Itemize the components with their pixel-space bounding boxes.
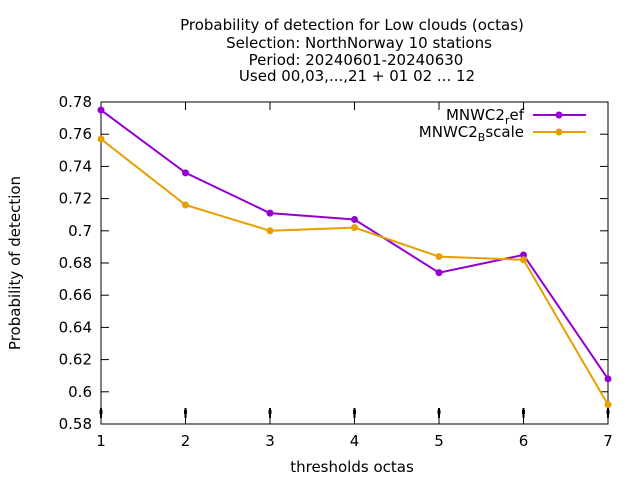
x-axis: 1 2 3 4 5 6 7: [96, 102, 613, 450]
x-tick-label: 6: [519, 432, 529, 450]
data-point: [435, 253, 443, 261]
data-point: [351, 224, 358, 232]
plot-frame: [100, 101, 609, 425]
data-point: [520, 251, 527, 259]
y-axis-label: Probability of detection: [6, 176, 24, 350]
x-axis-label: thresholds octas: [290, 458, 414, 476]
y-tick-label: 0.78: [59, 93, 92, 111]
y-tick-label: 0.62: [59, 351, 92, 369]
y-tick-label: 0.76: [59, 125, 92, 143]
y-tick-label: 0.6: [68, 383, 92, 401]
data-point: [266, 227, 274, 235]
data-point: [351, 216, 358, 224]
y-tick-label: 0.64: [59, 318, 92, 336]
data-point: [182, 201, 189, 209]
x-tick-label: 4: [350, 432, 360, 450]
x-tick-marker-dot: [268, 410, 272, 414]
series-line: [100, 109, 609, 380]
series-1: [97, 135, 612, 409]
x-tick-label: 2: [181, 432, 191, 450]
title-line-3: Period: 20240601-20240630: [249, 51, 464, 69]
series-layer: [97, 106, 612, 409]
data-point: [97, 135, 105, 143]
legend-swatch-point: [555, 128, 563, 136]
x-tick-label: 1: [96, 432, 106, 450]
data-point: [435, 269, 443, 277]
data-point: [266, 209, 274, 217]
legend-item: MNWC2ref: [446, 106, 586, 127]
title-line-1: Probability of detection for Low clouds …: [180, 16, 524, 34]
y-axis: 0.58 0.6 0.62 0.64 0.66 0.68 0.7 0.72 0.74 0.76 0.…: [59, 93, 608, 433]
x-tick-marker-dot: [522, 410, 525, 414]
title-line-2: Selection: NorthNorway 10 stations: [226, 34, 492, 52]
legend-label-sub: B: [478, 131, 486, 144]
x-tick-label: 3: [265, 432, 275, 450]
data-point: [520, 256, 527, 264]
data-point: [182, 169, 189, 177]
x-tick-label: 5: [434, 432, 444, 450]
data-point: [97, 106, 105, 114]
data-point: [604, 375, 612, 383]
legend-label-sub: r: [505, 114, 510, 127]
legend-label-main: MNWC2: [446, 106, 505, 124]
legend-label-rest: scale: [485, 123, 524, 141]
legend-swatch-point: [555, 111, 563, 119]
y-tick-label: 0.68: [59, 254, 92, 272]
data-point: [604, 401, 612, 409]
x-tick-marker-dot: [437, 410, 441, 414]
x-tick-marker-dot: [353, 410, 356, 414]
series-line: [100, 138, 609, 406]
title-line-4: Used 00,03,...,21 + 01 02 ... 12: [239, 67, 475, 85]
legend-label: MNWC2ref: [446, 106, 525, 127]
legend-label-rest: ef: [509, 106, 524, 124]
y-tick-label: 0.74: [59, 157, 92, 175]
y-tick-label: 0.7: [68, 222, 92, 240]
x-tick-label: 7: [603, 432, 613, 450]
y-tick-label: 0.58: [59, 415, 92, 433]
y-tick-label: 0.72: [59, 190, 92, 208]
y-tick-label: 0.66: [59, 286, 92, 304]
legend-label-main: MNWC2: [419, 123, 478, 141]
legend-label: MNWC2Bscale: [419, 123, 524, 144]
series-0: [97, 106, 612, 383]
x-tick-marker-dot: [99, 410, 103, 414]
x-tick-marker-dot: [184, 410, 187, 414]
chart-title: Probability of detection for Low clouds …: [180, 16, 524, 85]
legend-item: MNWC2Bscale: [419, 123, 586, 144]
x-tick-marker-dot: [606, 410, 610, 414]
